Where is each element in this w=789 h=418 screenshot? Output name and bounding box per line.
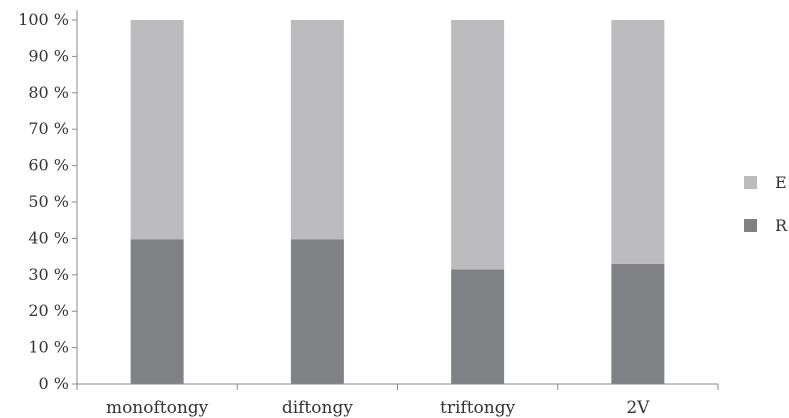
bar-e-monoftongy: [130, 20, 184, 240]
legend-label-e: E: [775, 173, 787, 192]
y-tick-label: 0 %: [39, 374, 69, 393]
y-tick-label: 20 %: [28, 301, 69, 320]
bar-r-monoftongy: [130, 239, 184, 384]
y-tick-label: 100 %: [18, 10, 69, 29]
y-tick-label: 70 %: [28, 119, 69, 138]
x-category-label: 2V: [626, 398, 650, 418]
x-category-label: monoftongy: [106, 398, 209, 418]
x-category-label: diftongy: [282, 398, 354, 418]
bars-group: [130, 20, 665, 384]
x-axis-ticks: monoftongy diftongy triftongy 2V: [76, 384, 719, 418]
bar-r-2v: [611, 263, 665, 384]
legend-swatch-e: [744, 176, 757, 189]
y-tick-label: 80 %: [28, 83, 69, 102]
y-tick-label: 90 %: [28, 46, 69, 65]
bar-e-2v: [611, 20, 665, 264]
legend-label-r: R: [775, 216, 788, 235]
bar-r-diftongy: [290, 239, 344, 384]
y-tick-label: 60 %: [28, 156, 69, 175]
bar-e-diftongy: [290, 20, 344, 240]
legend: ER: [744, 173, 788, 235]
bar-e-triftongy: [451, 20, 505, 270]
y-axis-ticks: 0 % 10 % 20 % 30 % 40 % 50 % 60 % 70 % 80 % 90 % 1…: [18, 10, 77, 393]
y-tick-label: 40 %: [28, 228, 69, 247]
y-tick-label: 30 %: [28, 265, 69, 284]
x-category-label: triftongy: [440, 398, 516, 418]
y-tick-label: 10 %: [28, 338, 69, 357]
bar-r-triftongy: [451, 269, 505, 384]
legend-swatch-r: [744, 219, 757, 232]
y-tick-label: 50 %: [28, 192, 69, 211]
